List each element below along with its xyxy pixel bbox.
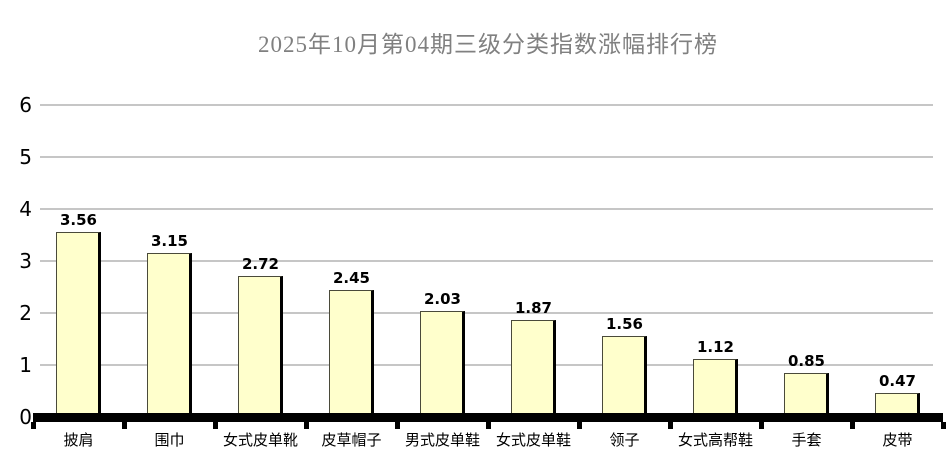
x-axis-category-label: 围巾 [154, 433, 185, 449]
y-axis-tick-label: 4 [19, 197, 32, 221]
x-axis-tick [759, 422, 764, 429]
bar [147, 253, 192, 413]
x-axis-line [33, 413, 943, 422]
gridline [40, 364, 933, 366]
x-axis-tick [486, 422, 491, 429]
x-axis-category-label: 女式高帮鞋 [677, 433, 753, 449]
bar-value-label: 0.85 [787, 352, 825, 370]
x-axis-category-label: 女式皮单鞋 [495, 433, 571, 449]
bar [875, 393, 920, 413]
bar-value-label: 3.56 [59, 211, 97, 229]
x-axis-category-label: 皮带 [882, 433, 913, 449]
y-axis-tick-label: 5 [19, 145, 32, 169]
x-axis-tick [395, 422, 400, 429]
bar [238, 276, 283, 413]
x-axis-tick [577, 422, 582, 429]
x-axis-tick [850, 422, 855, 429]
bar [56, 232, 101, 413]
bar-value-label: 1.87 [514, 299, 552, 317]
bar-value-label: 0.47 [878, 372, 916, 390]
y-axis-tick-label: 0 [19, 405, 32, 429]
y-axis-tick-label: 3 [19, 249, 32, 273]
x-axis-tick [304, 422, 309, 429]
x-axis-tick [122, 422, 127, 429]
x-axis-category-label: 领子 [609, 433, 640, 449]
bar [602, 336, 647, 413]
x-axis-tick [941, 422, 946, 429]
x-axis-category-label: 披肩 [63, 433, 94, 449]
bar [511, 320, 556, 413]
bar [420, 311, 465, 413]
x-axis-category-label: 男式皮单鞋 [404, 433, 480, 449]
gridline [40, 312, 933, 314]
x-axis-tick [213, 422, 218, 429]
gridline [40, 104, 933, 106]
chart-title: 2025年10月第04期三级分类指数涨幅排行榜 [258, 32, 718, 57]
bar-value-label: 2.72 [241, 255, 279, 273]
bar [693, 359, 738, 413]
gridline [40, 260, 933, 262]
x-axis-tick [668, 422, 673, 429]
y-axis-tick-label: 1 [19, 353, 32, 377]
bar [784, 373, 829, 413]
x-axis-category-label: 皮草帽子 [321, 433, 382, 449]
bar-value-label: 2.03 [423, 290, 461, 308]
gridline [40, 208, 933, 210]
bar-value-label: 1.56 [605, 315, 643, 333]
bar-value-label: 2.45 [332, 269, 370, 287]
x-axis-category-label: 女式皮单靴 [222, 433, 298, 449]
x-axis-category-label: 手套 [791, 433, 822, 449]
bar-value-label: 1.12 [696, 338, 734, 356]
y-axis-tick-label: 2 [19, 301, 32, 325]
bar [329, 290, 374, 413]
gridline [40, 156, 933, 158]
x-axis-tick [31, 422, 36, 429]
bar-value-label: 3.15 [150, 232, 188, 250]
y-axis-tick-label: 6 [19, 93, 32, 117]
